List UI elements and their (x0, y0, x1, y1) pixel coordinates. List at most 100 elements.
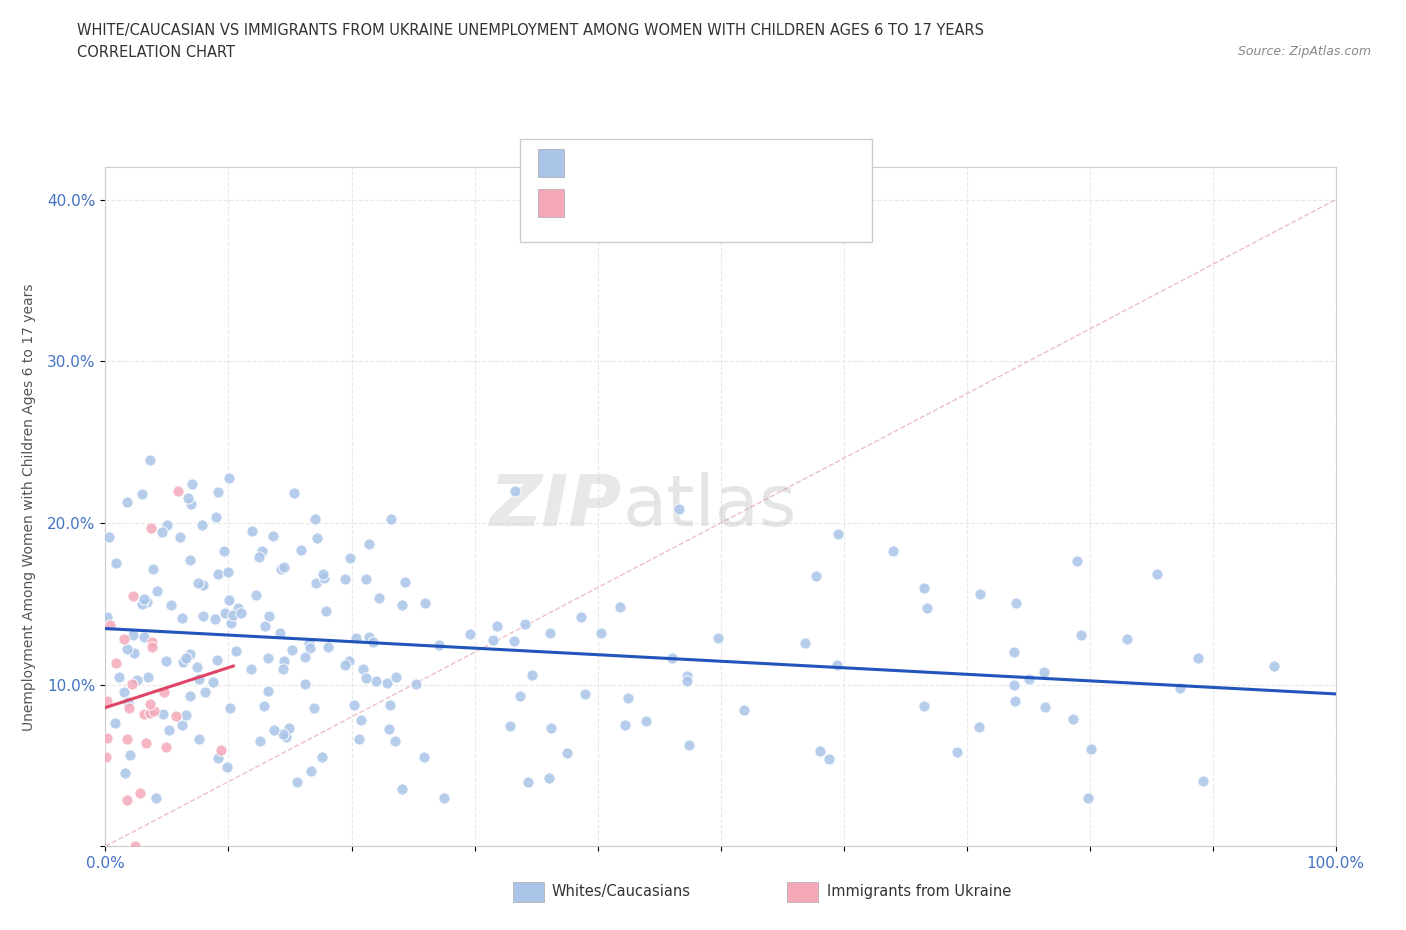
Point (344, 631, 367, 645)
Point (194, 684, 217, 699)
Point (304, 576, 326, 591)
Point (1004, 678, 1026, 693)
Point (912, 580, 935, 595)
Point (157, 723, 180, 737)
Point (307, 531, 329, 546)
Point (142, 562, 165, 577)
Point (299, 641, 322, 656)
Point (375, 676, 398, 691)
Point (661, 650, 683, 665)
Point (1004, 694, 1026, 709)
Point (405, 676, 427, 691)
Point (1070, 628, 1092, 643)
Point (96, 731, 118, 746)
Point (359, 629, 381, 644)
Point (160, 598, 183, 613)
Text: WHITE/CAUCASIAN VS IMMIGRANTS FROM UKRAINE UNEMPLOYMENT AMONG WOMEN WITH CHILDRE: WHITE/CAUCASIAN VS IMMIGRANTS FROM UKRAI… (77, 23, 984, 38)
Point (707, 631, 730, 645)
Point (347, 732, 370, 747)
Point (343, 698, 366, 712)
Point (117, 792, 139, 807)
Point (125, 672, 148, 687)
Point (207, 566, 229, 581)
Point (458, 626, 481, 641)
Point (1005, 596, 1028, 611)
Point (285, 775, 308, 790)
Point (1263, 658, 1285, 673)
Point (139, 453, 162, 468)
Point (96, 750, 118, 764)
Point (1146, 566, 1168, 581)
Point (391, 598, 413, 613)
Point (136, 594, 159, 609)
Point (180, 496, 202, 511)
Point (352, 662, 374, 677)
Point (226, 601, 249, 616)
Point (312, 570, 335, 585)
Point (115, 642, 138, 657)
Point (193, 578, 215, 592)
Point (245, 588, 267, 603)
Point (378, 722, 401, 737)
Point (540, 721, 562, 736)
Point (412, 750, 434, 764)
Point (827, 526, 849, 541)
Point (678, 737, 700, 752)
Point (152, 525, 174, 539)
Point (131, 596, 153, 611)
Point (555, 745, 578, 760)
Point (174, 708, 197, 723)
Point (335, 658, 357, 672)
Point (98, 530, 121, 545)
Point (219, 700, 242, 715)
Point (156, 517, 179, 532)
Point (187, 576, 209, 591)
Point (112, 684, 135, 699)
Y-axis label: Unemployment Among Women with Children Ages 6 to 17 years: Unemployment Among Women with Children A… (22, 283, 37, 731)
Point (209, 743, 232, 758)
Point (509, 688, 531, 703)
Point (569, 610, 592, 625)
Point (98, 618, 121, 632)
Point (311, 566, 333, 581)
Point (806, 568, 828, 583)
Point (367, 591, 389, 606)
Point (522, 668, 544, 683)
Point (668, 501, 690, 516)
Text: N =: N = (700, 198, 737, 217)
Point (117, 694, 139, 709)
Point (186, 660, 208, 675)
Point (1032, 665, 1054, 680)
Point (794, 636, 817, 651)
Point (967, 720, 990, 735)
Point (413, 596, 436, 611)
Point (139, 697, 162, 711)
Point (212, 544, 235, 559)
Point (385, 670, 408, 684)
Point (354, 671, 377, 685)
Point (187, 671, 209, 686)
Point (433, 790, 456, 805)
Point (609, 599, 631, 614)
Point (1062, 711, 1084, 726)
Point (364, 673, 387, 688)
Point (124, 839, 146, 854)
Point (218, 471, 240, 485)
Point (120, 748, 142, 763)
Point (945, 744, 967, 759)
Point (294, 677, 316, 692)
Text: N =: N = (700, 158, 737, 177)
Point (202, 675, 225, 690)
Point (207, 751, 229, 765)
Point (179, 553, 201, 568)
Point (141, 635, 163, 650)
Point (250, 544, 273, 559)
Point (221, 616, 243, 631)
Point (240, 524, 263, 538)
Point (302, 700, 325, 715)
Point (274, 730, 297, 745)
Point (825, 658, 848, 672)
Point (503, 484, 526, 498)
Point (132, 591, 155, 606)
Point (146, 583, 169, 598)
